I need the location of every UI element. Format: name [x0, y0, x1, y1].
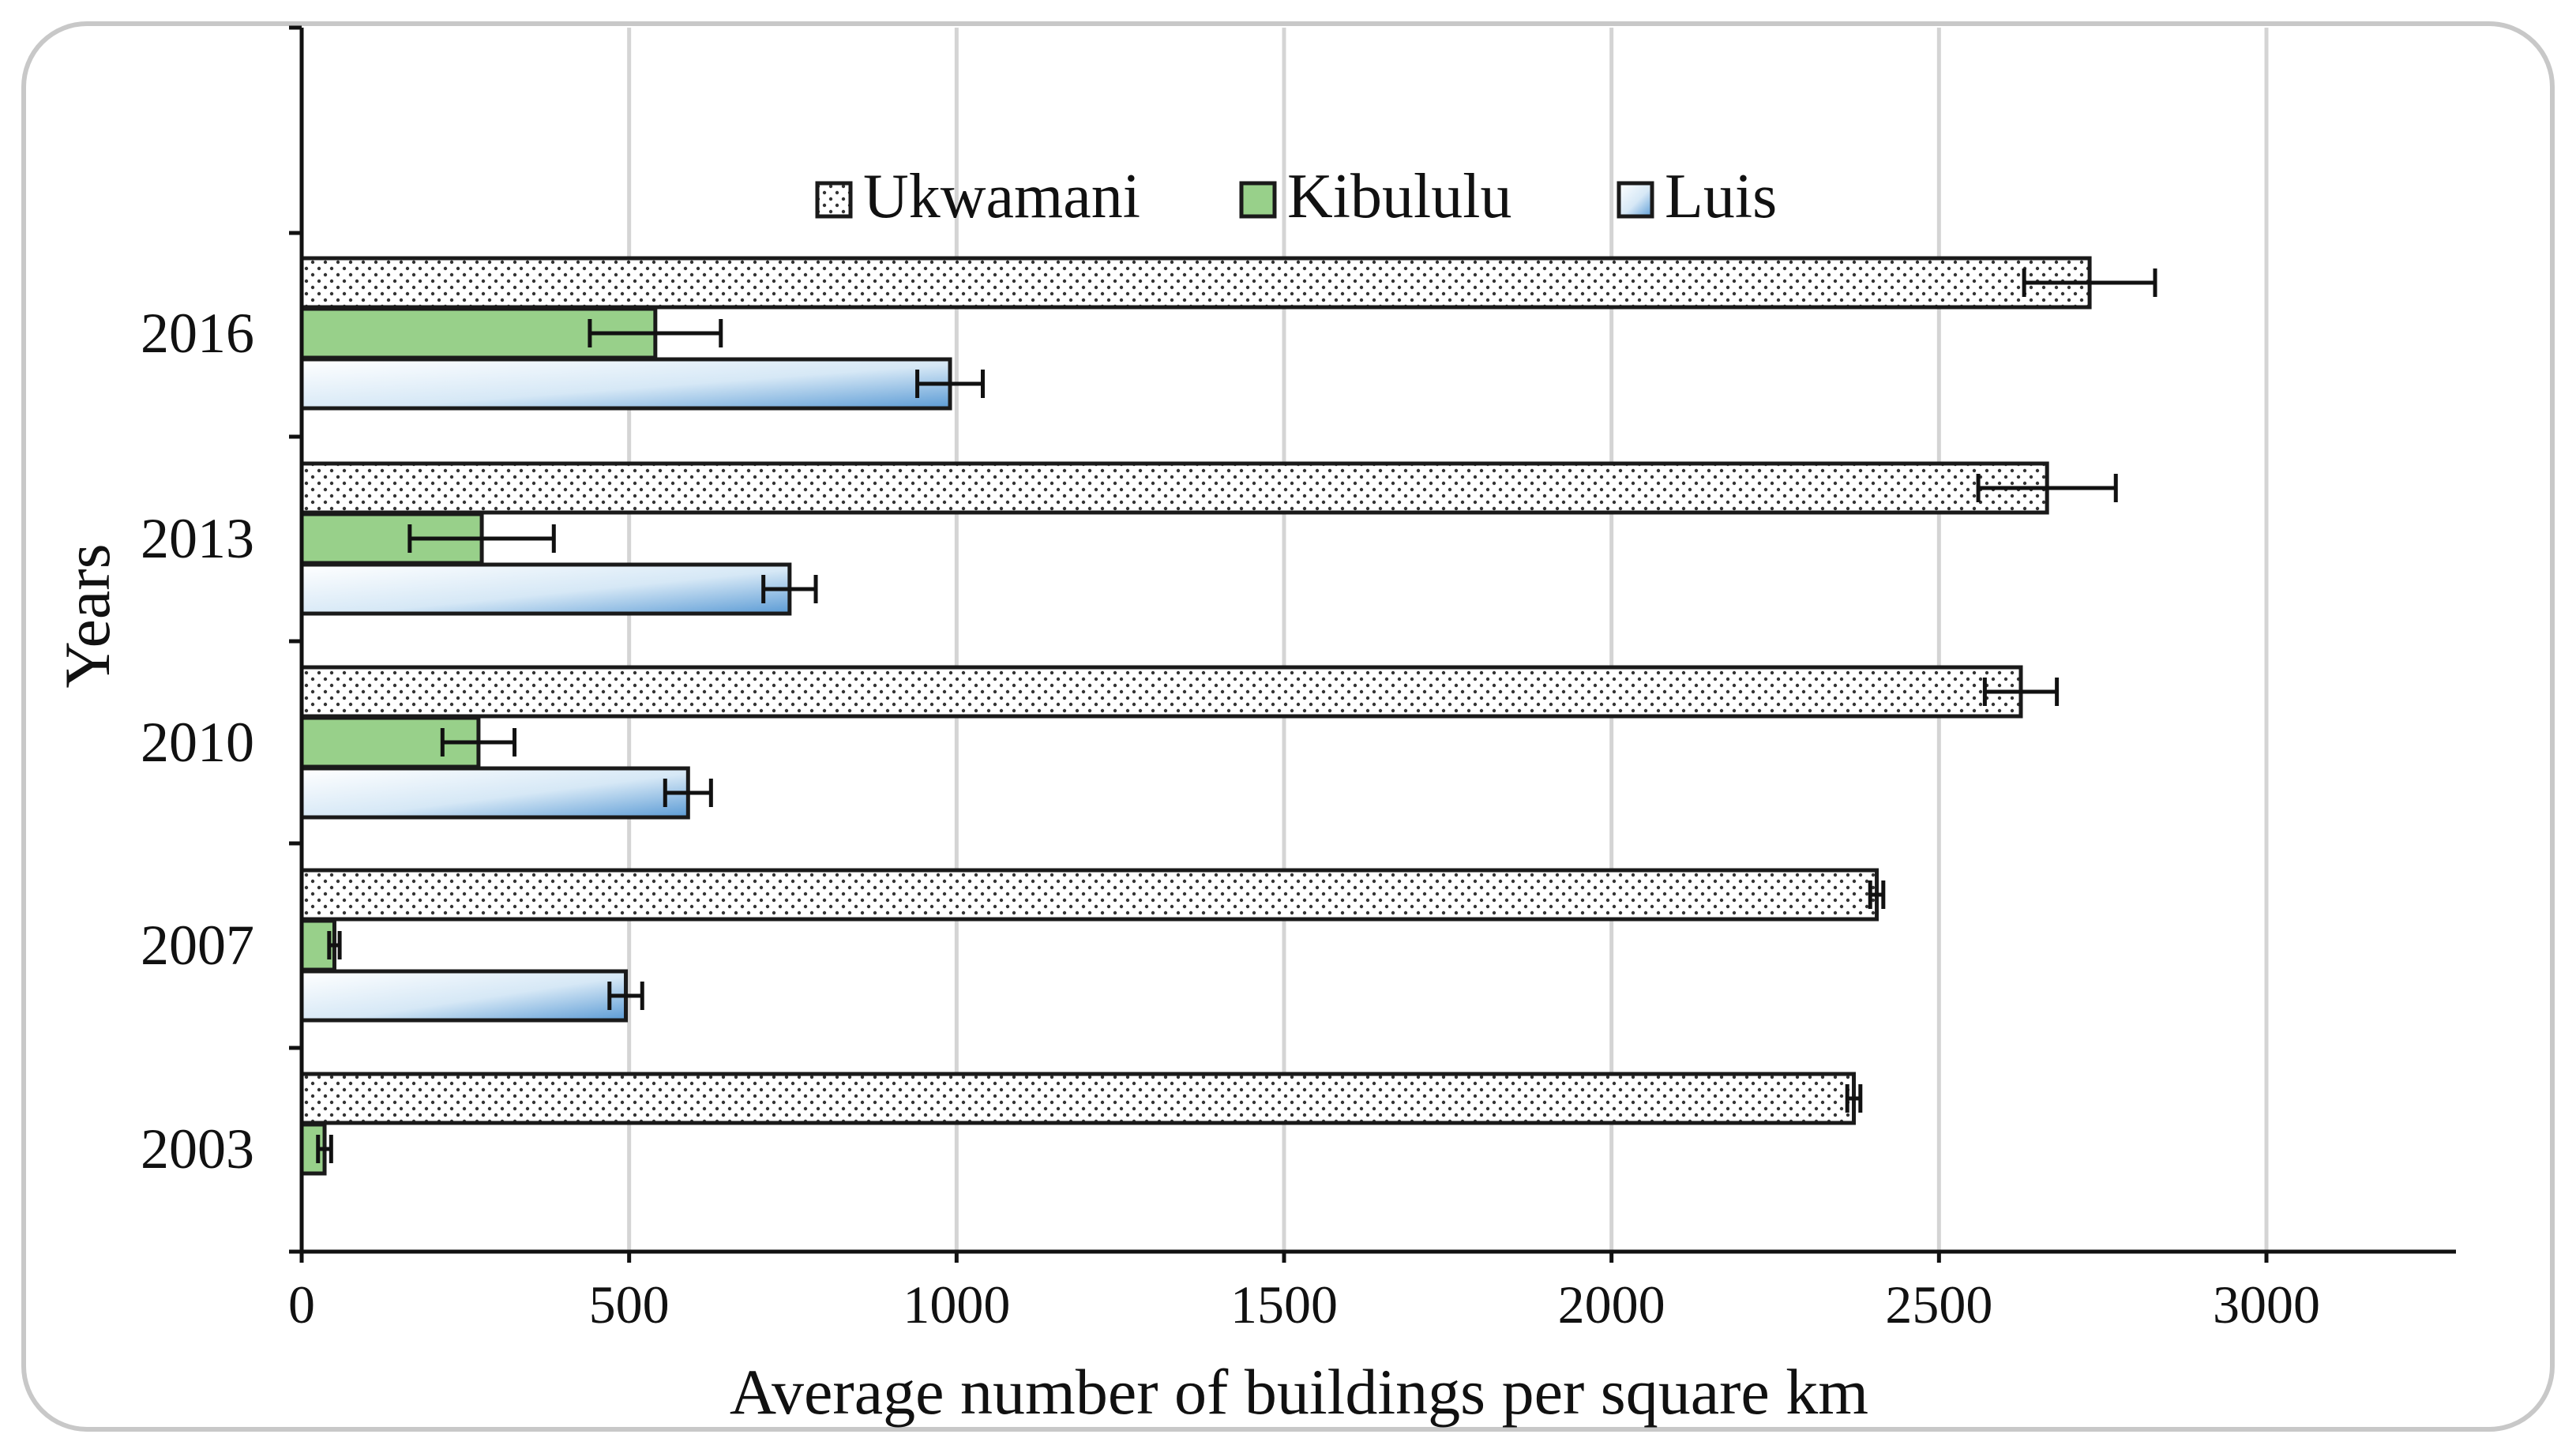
legend-swatch-kibululu	[1239, 181, 1277, 219]
error-bar-luis-2007	[607, 982, 644, 1010]
error-bar-luis-2016	[915, 370, 986, 398]
error-bar-kibululu-2010	[440, 728, 517, 757]
gridlines	[627, 28, 2269, 1252]
error-bar-ukwamani-2016	[2022, 268, 2157, 297]
x-tick-label-1000: 1000	[903, 1275, 1010, 1335]
legend-swatch-luis	[1617, 181, 1654, 219]
bar-ukwamani-2010	[299, 665, 2023, 719]
y-tick-label-2013: 2013	[141, 507, 254, 570]
y-tick-label-2003: 2003	[141, 1117, 254, 1181]
error-bar-ukwamani-2003	[1845, 1084, 1863, 1113]
error-bar-kibululu-2013	[407, 524, 556, 553]
x-tick-label-1500: 1500	[1230, 1275, 1338, 1335]
bar-ukwamani-2007	[299, 868, 1879, 922]
error-bar-kibululu-2016	[588, 319, 723, 347]
error-bar-ukwamani-2007	[1868, 880, 1886, 909]
y-tick-label-2010: 2010	[141, 711, 254, 774]
legend-label-luis: Luis	[1665, 162, 1777, 231]
bar-ukwamani-2003	[299, 1072, 1857, 1125]
x-tick-label-2500: 2500	[1885, 1275, 1992, 1335]
error-bars	[316, 268, 2157, 1163]
error-bar-luis-2013	[761, 575, 818, 603]
bar-luis-2013	[299, 562, 792, 616]
y-axis-title: Years	[51, 543, 123, 688]
axes: 0 500 1000 1500 2000 2500 3000 2016 2013 2010 2007…	[141, 25, 2456, 1335]
y-tick-label-2007: 2007	[141, 914, 254, 977]
bar-ukwamani-2013	[299, 461, 2049, 515]
x-tick-label-2000: 2000	[1558, 1275, 1665, 1335]
error-bar-luis-2010	[663, 779, 713, 807]
error-bar-kibululu-2003	[316, 1135, 333, 1163]
bar-luis-2016	[299, 357, 952, 411]
x-tick-label-0: 0	[288, 1275, 315, 1335]
legend-label-kibululu: Kibululu	[1287, 162, 1511, 231]
x-tick-label-3000: 3000	[2213, 1275, 2320, 1335]
y-tick-label-2016: 2016	[141, 302, 254, 365]
legend-swatch-ukwamani	[815, 181, 853, 219]
legend-label-ukwamani: Ukwamani	[863, 162, 1140, 231]
bar-luis-2010	[299, 766, 690, 820]
error-bar-ukwamani-2013	[1976, 474, 2118, 502]
bar-luis-2007	[299, 969, 629, 1023]
x-tick-label-500: 500	[589, 1275, 670, 1335]
legend: Ukwamani Kibululu Luis	[815, 162, 1777, 231]
x-axis-title: Average number of buildings per square k…	[730, 1356, 1868, 1428]
bar-ukwamani-2016	[299, 256, 2092, 310]
error-bar-ukwamani-2010	[1982, 678, 2060, 706]
error-bar-kibululu-2007	[327, 931, 342, 959]
